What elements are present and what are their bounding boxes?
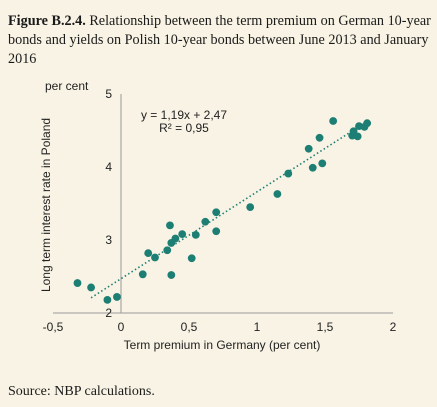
data-point bbox=[329, 117, 338, 125]
y-tick-label: 5 bbox=[105, 87, 112, 101]
x-tick-label: 1 bbox=[254, 320, 261, 334]
data-point bbox=[163, 246, 172, 255]
data-point bbox=[113, 293, 121, 301]
data-point bbox=[151, 253, 159, 262]
data-point bbox=[87, 283, 95, 292]
x-tick-label: 0 bbox=[118, 320, 125, 334]
y-tick-label: 2 bbox=[105, 306, 112, 320]
data-point bbox=[138, 270, 147, 279]
trendline-r2: R² = 0,95 bbox=[159, 121, 209, 135]
data-point bbox=[144, 249, 153, 258]
data-point bbox=[166, 221, 174, 230]
data-point bbox=[353, 132, 362, 141]
data-point bbox=[284, 169, 293, 178]
data-point bbox=[178, 230, 187, 239]
x-tick-label: 0,5 bbox=[181, 320, 198, 334]
data-point bbox=[167, 271, 176, 279]
x-tick-label: -0,5 bbox=[43, 320, 64, 334]
axis-title-y: Long term interest rate in Poland bbox=[39, 118, 53, 292]
data-point bbox=[212, 227, 221, 236]
chart-labels: per cent Term premium in Germany (per ce… bbox=[39, 79, 320, 352]
figure-caption: Figure B.2.4. Relationship between the t… bbox=[8, 12, 432, 69]
data-point bbox=[308, 163, 317, 172]
trendline bbox=[90, 128, 356, 299]
data-point bbox=[246, 203, 255, 212]
data-point bbox=[191, 230, 200, 239]
y-unit-label: per cent bbox=[45, 79, 89, 93]
data-point bbox=[171, 234, 180, 243]
data-point bbox=[212, 208, 221, 217]
x-tick-label: 1,5 bbox=[317, 320, 334, 334]
data-point bbox=[73, 279, 82, 287]
figure-label: Figure B.2.4. bbox=[8, 13, 86, 29]
data-point bbox=[304, 144, 313, 153]
chart-axes: -0,5 0 0,5 1 1,5 2 2 3 4 5 bbox=[43, 87, 397, 334]
data-point bbox=[273, 190, 282, 198]
data-point bbox=[187, 254, 196, 263]
data-points bbox=[73, 117, 372, 304]
data-point bbox=[103, 295, 112, 304]
trendline-equation: y = 1,19x + 2,47 bbox=[141, 108, 227, 122]
data-point bbox=[363, 119, 372, 128]
x-tick-label: 2 bbox=[390, 320, 397, 334]
figure-title: Relationship between the term premium on… bbox=[8, 13, 431, 67]
data-point bbox=[201, 217, 210, 226]
source-note: Source: NBP calculations. bbox=[8, 384, 155, 399]
data-point bbox=[315, 133, 324, 142]
y-tick-label: 4 bbox=[105, 160, 112, 174]
trendline-group bbox=[90, 128, 356, 299]
data-point bbox=[318, 159, 327, 168]
axis-title-x: Term premium in Germany (per cent) bbox=[124, 338, 321, 352]
y-tick-label: 3 bbox=[105, 233, 112, 247]
